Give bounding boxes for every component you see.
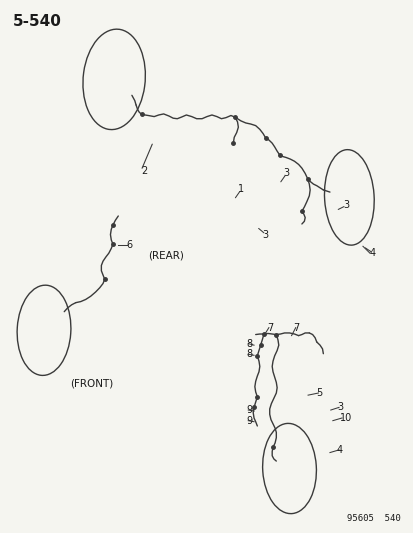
Text: (REAR): (REAR) [147,251,183,261]
Text: (FRONT): (FRONT) [70,378,113,389]
Text: 3: 3 [282,168,289,179]
Text: 7: 7 [266,322,273,333]
Text: 8: 8 [246,338,252,349]
Text: 9: 9 [246,405,252,415]
Text: 5: 5 [316,388,322,398]
Text: 3: 3 [342,200,349,211]
Text: 7: 7 [293,322,299,333]
Text: 3: 3 [262,230,268,240]
Text: 1: 1 [237,184,244,195]
Text: 95605  540: 95605 540 [347,514,400,523]
Text: 3: 3 [336,402,342,413]
Text: 2: 2 [141,166,147,176]
Text: 6: 6 [126,240,132,250]
Text: 8: 8 [246,349,252,359]
Text: 10: 10 [339,413,351,423]
Text: 5-540: 5-540 [13,14,62,29]
Text: 4: 4 [369,248,375,258]
Text: 9: 9 [246,416,252,426]
Text: 4: 4 [336,445,342,455]
